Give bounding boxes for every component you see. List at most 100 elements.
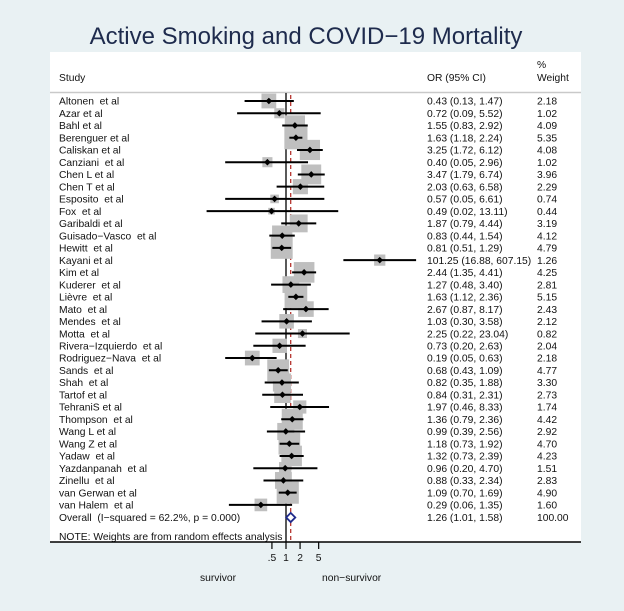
point-estimate-marker: [376, 256, 384, 264]
weight-text: 2.43: [537, 305, 557, 316]
weight-text: 1.74: [537, 403, 557, 414]
point-estimate-marker: [297, 183, 304, 190]
study-name: Hewitt et al: [59, 244, 113, 255]
or-ci-text: 101.25 (16.88, 607.15): [427, 256, 531, 267]
or-ci-text: 1.27 (0.48, 3.40): [427, 280, 503, 291]
point-estimate-marker: [278, 244, 286, 252]
study-name: Esposito et al: [59, 195, 124, 206]
weight-text: 1.51: [537, 464, 557, 475]
weight-text: 3.19: [537, 219, 557, 230]
study-name: Mato et al: [59, 305, 107, 316]
or-ci-text: 0.88 (0.33, 2.34): [427, 476, 503, 487]
point-estimate-marker: [278, 232, 286, 239]
study-name: Garibaldi et al: [59, 219, 123, 230]
study-name: Shah et al: [59, 378, 108, 389]
or-ci-text: 2.25 (0.22, 23.04): [427, 329, 508, 340]
point-estimate-marker: [306, 146, 314, 154]
or-ci-text: 1.03 (0.30, 3.58): [427, 317, 503, 328]
overall-diamond: [284, 511, 297, 524]
or-ci-text: 0.57 (0.05, 6.61): [427, 195, 503, 206]
or-ci-text: 2.03 (0.63, 6.58): [427, 182, 503, 193]
x-axis-ticks: .5 1 2 5: [268, 542, 322, 564]
or-ci-text: 1.97 (0.46, 8.33): [427, 403, 503, 414]
study-row: Kayani et al 101.25 (16.88, 607.15) 1.26: [59, 256, 557, 267]
point-estimate-marker: [279, 391, 286, 399]
weight-text: 2.12: [537, 317, 557, 328]
or-ci-text: 0.81 (0.51, 1.29): [427, 244, 503, 255]
study-row: Kuderer et al 1.27 (0.48, 3.40) 2.81: [59, 280, 557, 291]
point-estimate-marker: [265, 97, 273, 105]
study-name: Kim et al: [59, 268, 99, 279]
column-header-study: Study: [59, 73, 86, 84]
weight-text: 4.12: [537, 231, 557, 242]
weight-text: 3.96: [537, 170, 557, 181]
weight-text: 4.70: [537, 439, 557, 450]
weight-text: 5.15: [537, 293, 557, 304]
point-estimate-marker: [283, 318, 290, 325]
or-ci-text: 0.83 (0.44, 1.54): [427, 231, 503, 242]
x-axis-label-left: survivor: [200, 573, 237, 584]
study-row: van Halem et al 0.29 (0.06, 1.35) 1.60: [59, 501, 557, 512]
study-row: Hewitt et al 0.81 (0.51, 1.29) 4.79: [59, 244, 557, 255]
or-ci-text: 1.32 (0.73, 2.39): [427, 452, 503, 463]
study-name: Guisado−Vasco et al: [59, 231, 156, 242]
study-row: Chen L et al 3.47 (1.79, 6.74) 3.96: [59, 170, 557, 181]
study-row: Azar et al 0.72 (0.09, 5.52) 1.02: [59, 109, 557, 120]
x-axis-label-right: non−survivor: [322, 573, 382, 584]
study-row: Motta et al 2.25 (0.22, 23.04) 0.82: [59, 329, 557, 340]
overall-weight-text: 100.00: [537, 513, 569, 524]
footnote: NOTE: Weights are from random effects an…: [59, 532, 282, 543]
overall-label: Overall (I−squared = 62.2%, p = 0.000): [59, 513, 240, 524]
or-ci-text: 0.96 (0.20, 4.70): [427, 464, 503, 475]
or-ci-text: 0.84 (0.31, 2.31): [427, 390, 503, 401]
point-estimate-marker: [282, 428, 290, 435]
study-row: Fox et al 0.49 (0.02, 13.11) 0.44: [59, 207, 557, 218]
weight-text: 2.18: [537, 97, 557, 108]
point-estimate-marker: [286, 440, 293, 448]
point-estimate-marker: [248, 354, 256, 362]
study-row: Mendes et al 1.03 (0.30, 3.58) 2.12: [59, 317, 557, 328]
study-name: van Halem et al: [59, 501, 133, 512]
study-row: Sands et al 0.68 (0.43, 1.09) 4.77: [59, 366, 557, 377]
study-row: Rivera−Izquierdo et al 0.73 (0.20, 2.63) 2…: [59, 342, 557, 353]
or-ci-text: 1.63 (1.12, 2.36): [427, 293, 503, 304]
study-row: Thompson et al 1.36 (0.79, 2.36) 4.42: [59, 415, 557, 426]
point-estimate-marker: [274, 366, 282, 374]
point-estimates: [248, 97, 384, 509]
study-row: Mato et al 2.67 (0.87, 8.17) 2.43: [59, 305, 557, 316]
column-header-or-ci: OR (95% CI): [427, 73, 486, 84]
study-row: Berenguer et al 1.63 (1.18, 2.24) 5.35: [59, 133, 557, 144]
weight-text: 5.35: [537, 133, 557, 144]
study-name: Lièvre et al: [59, 293, 112, 304]
study-name: Tartof et al: [59, 390, 107, 401]
point-estimate-marker: [288, 415, 296, 423]
chart-title: Active Smoking and COVID−19 Mortality: [90, 23, 523, 50]
point-estimate-marker: [296, 403, 304, 411]
study-name: Azar et al: [59, 109, 103, 120]
weight-text: 2.18: [537, 354, 557, 365]
or-ci-text: 0.49 (0.02, 13.11): [427, 207, 508, 218]
point-estimate-marker: [284, 489, 292, 496]
point-estimate-marker: [276, 342, 283, 350]
overall-row: Overall (I−squared = 62.2%, p = 0.000) 1.…: [59, 511, 569, 524]
study-name: Rodriguez−Nava et al: [59, 354, 161, 365]
weight-text: 4.09: [537, 121, 557, 132]
or-ci-text: 1.87 (0.79, 4.44): [427, 219, 503, 230]
weight-text: 4.77: [537, 366, 557, 377]
overall-or-ci-text: 1.26 (1.01, 1.58): [427, 513, 503, 524]
study-row: Wang L et al 0.99 (0.39, 2.56) 2.92: [59, 427, 557, 438]
study-name: Berenguer et al: [59, 133, 129, 144]
point-estimate-marker: [292, 293, 300, 301]
point-estimate-marker: [291, 122, 299, 129]
point-estimate-marker: [287, 281, 295, 288]
study-name: Thompson et al: [59, 415, 133, 426]
weight-text: 4.23: [537, 452, 557, 463]
point-estimate-marker: [288, 452, 295, 460]
study-name: Motta et al: [59, 329, 110, 340]
study-name: Wang Z et al: [59, 439, 117, 450]
weight-text: 4.79: [537, 244, 557, 255]
study-row: Garibaldi et al 1.87 (0.79, 4.44) 3.19: [59, 219, 557, 230]
or-ci-text: 0.72 (0.09, 5.52): [427, 109, 503, 120]
weight-text: 4.42: [537, 415, 557, 426]
